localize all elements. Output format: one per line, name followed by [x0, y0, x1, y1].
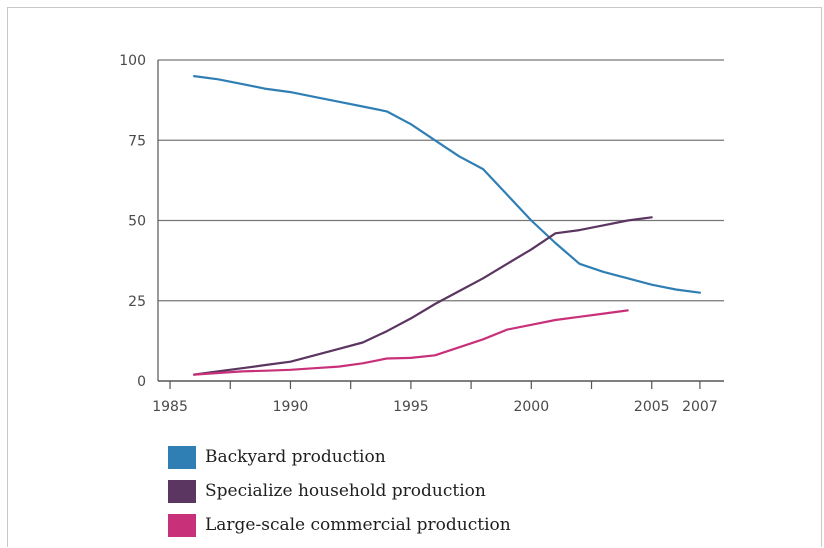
legend-item: Backyard production: [168, 440, 511, 474]
y-tick-label: 100: [119, 53, 146, 69]
legend-item: Specialize household production: [168, 474, 511, 508]
x-tick-label: 2005: [634, 399, 670, 415]
line-chart: 0 25 50 75 100 1985 1990 1995 2000 2005 2007: [119, 53, 724, 415]
legend-swatch-backyard: [168, 445, 196, 469]
legend-label-backyard: Backyard production: [205, 447, 386, 467]
legend-label-household: Specialize household production: [205, 481, 486, 501]
y-tick-label: 75: [128, 133, 146, 149]
x-tick-label: 1990: [273, 399, 309, 415]
legend-label-commercial: Large-scale commercial production: [205, 515, 511, 535]
y-tick-label: 50: [128, 214, 146, 230]
x-tick-label: 2000: [513, 399, 549, 415]
legend: Backyard production Specialize household…: [168, 440, 511, 542]
x-tick-label: 1985: [152, 399, 188, 415]
legend-swatch-commercial: [168, 513, 196, 537]
legend-swatch-household: [168, 479, 196, 503]
x-tick-label: 2007: [682, 399, 718, 415]
series-line-0: [193, 75, 701, 294]
series-line-2: [193, 309, 629, 376]
y-tick-label: 0: [137, 374, 146, 390]
series-line-1: [193, 216, 653, 376]
chart-frame: 0 25 50 75 100 1985 1990 1995 2000 2005 2007 Backy…: [7, 7, 822, 547]
x-tick-label: 1995: [393, 399, 429, 415]
y-tick-label: 25: [128, 294, 146, 310]
legend-item: Large-scale commercial production: [168, 508, 511, 542]
